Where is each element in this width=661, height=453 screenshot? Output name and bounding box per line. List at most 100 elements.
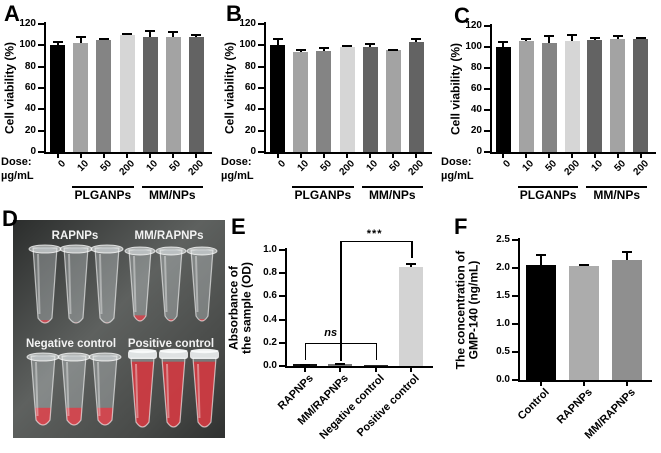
error-cap xyxy=(621,250,632,253)
tube-opening xyxy=(33,355,53,360)
error-cap xyxy=(335,362,346,365)
group-line xyxy=(361,186,423,188)
error-cap xyxy=(521,37,532,40)
y-tick-label: 0 xyxy=(476,146,482,157)
y-tick xyxy=(512,239,518,241)
tube-opening xyxy=(35,247,55,252)
tube-highlight xyxy=(135,363,139,419)
tube-body xyxy=(129,250,151,321)
tube-body xyxy=(31,356,55,425)
bar-10 xyxy=(518,40,534,152)
tube-highlight xyxy=(66,361,70,417)
x-tick xyxy=(303,368,306,372)
x-tick xyxy=(369,154,372,158)
x-tick xyxy=(149,154,152,158)
error-cap xyxy=(365,43,376,46)
error-cap xyxy=(579,264,589,267)
bar-MM/RAPNPs xyxy=(611,260,642,380)
y-tick xyxy=(258,129,264,132)
y-tick xyxy=(279,365,285,367)
error-cap xyxy=(498,40,509,43)
x-tick-label: 10 xyxy=(144,158,161,174)
bar-200 xyxy=(188,36,204,152)
y-tick-label: 120 xyxy=(465,20,482,31)
tube-highlight xyxy=(97,361,101,417)
tube-highlight xyxy=(197,363,201,419)
error-bar xyxy=(571,34,573,41)
x-tick xyxy=(172,154,175,158)
x-tick xyxy=(502,154,505,158)
tube-opening xyxy=(131,249,149,254)
error-cap xyxy=(589,36,600,39)
error-cap xyxy=(145,30,156,33)
error-cap xyxy=(75,35,86,38)
y-tick-label: 40 xyxy=(470,104,482,115)
tube-opening xyxy=(193,249,211,254)
tube-highlight xyxy=(68,253,72,315)
error-cap xyxy=(52,41,63,44)
group-line xyxy=(72,186,134,188)
tubes-photo: RAPNPs MM/RAPNPs Negative control Positive … xyxy=(13,220,225,438)
group-label: MM/NPs xyxy=(368,188,416,202)
x-tick-label: 50 xyxy=(543,158,560,174)
y-tick-label: 1.0 xyxy=(496,318,510,329)
tube-highlight xyxy=(164,255,168,313)
error-bar xyxy=(415,37,418,43)
x-tick-label: 200 xyxy=(186,158,207,178)
error-cap xyxy=(98,37,109,40)
y-tick xyxy=(484,151,490,153)
panel-d-photo: RAPNPs MM/RAPNPs Negative control Positive … xyxy=(13,220,227,453)
y-tick xyxy=(484,88,490,90)
error-cap xyxy=(168,31,179,34)
x-tick-label: 0 xyxy=(275,158,288,171)
x-axis xyxy=(518,380,652,382)
x-tick xyxy=(593,154,596,158)
panel-d-label: D xyxy=(2,206,18,231)
error-cap xyxy=(299,363,310,366)
bar-50 xyxy=(610,38,626,152)
tube-outline xyxy=(190,249,214,322)
tube-outline xyxy=(192,357,217,428)
tube-liquid xyxy=(191,319,213,321)
y-axis xyxy=(285,248,287,368)
x-tick-label: 10 xyxy=(364,158,381,174)
x-tick xyxy=(540,382,543,386)
tube-cap-top xyxy=(128,348,157,354)
y-tick-label: 1.0 xyxy=(263,244,277,255)
x-tick-label: Negative control xyxy=(317,372,387,442)
bar-0 xyxy=(495,47,511,152)
y-tick xyxy=(279,318,285,321)
y-tick xyxy=(38,23,44,25)
tube-outline xyxy=(130,357,155,428)
x-tick-label: Control xyxy=(515,386,553,423)
x-axis xyxy=(285,366,433,368)
bar-200 xyxy=(564,40,580,152)
y-tick-label: 60 xyxy=(470,83,482,94)
y-tick-label: 0.8 xyxy=(263,267,277,279)
error-cap xyxy=(388,48,399,51)
panel-c: C 0 20 40 60 80 100 120 Cell viability (%) 0 10 50… xyxy=(440,0,661,212)
ns-bracket-leg xyxy=(375,342,378,361)
tube-body xyxy=(64,248,88,323)
y-tick-label: 20 xyxy=(244,124,256,136)
y-tick-label: 120 xyxy=(239,18,256,29)
x-tick-label: 50 xyxy=(612,158,628,174)
y-tick-label: 60 xyxy=(24,82,36,93)
dose-label: Dose: µg/mL xyxy=(1,156,34,182)
tube-body xyxy=(62,356,86,425)
tube-outline xyxy=(159,249,183,322)
tube-outline xyxy=(63,247,89,324)
y-tick xyxy=(484,25,490,27)
panel-c-chart: 0 20 40 60 80 100 120 Cell viability (%) 0 10 50 20… xyxy=(440,0,661,212)
x-tick xyxy=(299,154,302,158)
tube-opening xyxy=(95,355,115,360)
y-tick-label: 0.0 xyxy=(496,374,510,385)
tube-outline xyxy=(161,357,186,428)
x-tick-label: 200 xyxy=(337,158,358,178)
bar-10 xyxy=(587,39,603,152)
group-line xyxy=(292,186,354,188)
y-axis-title: The concentration of GMP-140 (ng/mL) xyxy=(453,250,481,370)
x-tick xyxy=(195,154,198,158)
panel-a-label: A xyxy=(4,1,20,26)
panel-b-label: B xyxy=(226,1,242,26)
